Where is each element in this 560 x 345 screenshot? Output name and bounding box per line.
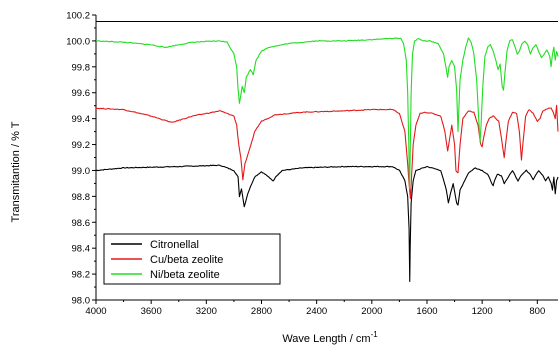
x-tick-label: 3600: [141, 306, 162, 317]
y-tick-label: 100.0: [66, 36, 90, 47]
x-tick-label: 800: [529, 306, 545, 317]
y-tick-label: 99.8: [72, 62, 91, 73]
y-tick-label: 99.6: [72, 88, 91, 99]
y-tick-label: 98.2: [72, 270, 91, 281]
x-tick-label: 2400: [306, 306, 327, 317]
x-axis-title: Wave Length / cm-1: [282, 330, 378, 345]
x-axis-title-superscript: -1: [371, 330, 379, 339]
y-tick-label: 99.2: [72, 140, 91, 151]
x-tick-label: 2000: [361, 306, 382, 317]
series-line-2: [95, 37, 559, 190]
x-tick-label: 1600: [416, 306, 437, 317]
legend-label-0: Citronellal: [150, 239, 199, 251]
y-tick-label: 99.0: [72, 166, 91, 177]
legend-label-1: Cu/beta zeolite: [150, 254, 223, 266]
x-tick-label: 1200: [472, 306, 493, 317]
x-tick-label: 4000: [85, 306, 106, 317]
y-tick-label: 98.0: [72, 296, 91, 307]
legend: Citronellal Cu/beta zeolite Ni/beta zeolit…: [103, 233, 281, 285]
axes: [92, 14, 558, 304]
tick-labels: 98.0 98.2 98.4 98.6 98.8 99.0 99.2 99.4 99.6 99.8…: [66, 11, 545, 318]
y-axis-title: Transmitantion / % T: [10, 121, 22, 222]
legend-label-2: Ni/beta zeolite: [150, 269, 220, 281]
y-tick-label: 99.4: [72, 114, 91, 125]
y-tick-label: 98.6: [72, 218, 91, 229]
x-tick-label: 3200: [196, 306, 217, 317]
y-tick-label: 98.4: [72, 244, 91, 255]
x-tick-label: 2800: [251, 306, 272, 317]
y-tick-label: 100.2: [66, 11, 90, 22]
series-lines: [95, 37, 559, 283]
y-tick-label: 98.8: [72, 192, 91, 203]
series-line-0: [95, 164, 559, 283]
series-line-1: [95, 104, 559, 200]
